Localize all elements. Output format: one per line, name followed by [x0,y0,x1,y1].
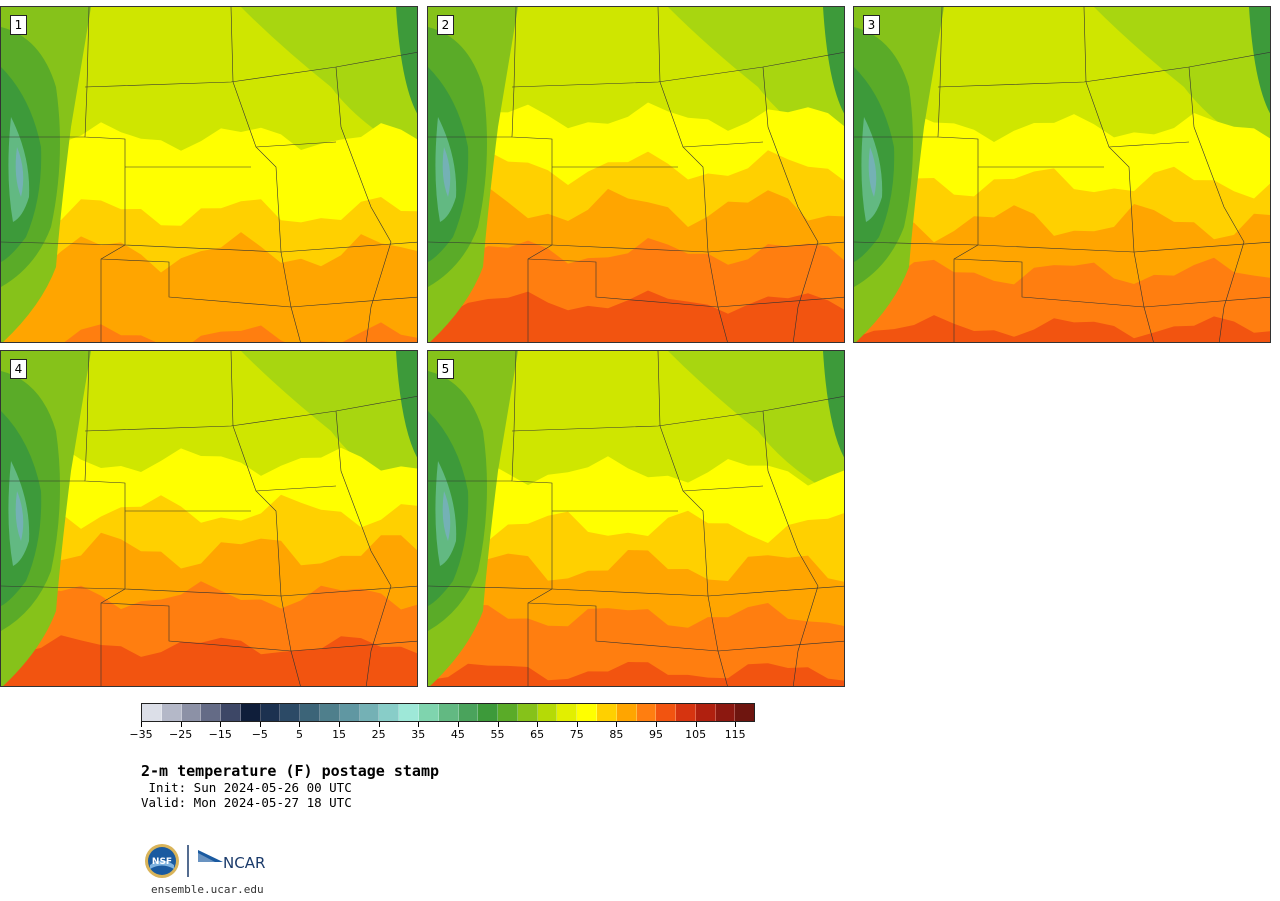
colorbar-tick-label: 65 [530,728,545,741]
colorbar-tick [418,722,420,727]
colorbar-tick [259,722,261,727]
colorbar-swatch [498,704,518,721]
colorbar-tick-label: 55 [490,728,505,741]
colorbar-swatch [616,704,637,721]
member-number-label: 2 [437,15,454,35]
colorbar-swatch [320,704,340,721]
colorbar-tick [299,722,301,727]
member-number-label: 4 [10,359,27,379]
colorbar-tick-label: 115 [724,728,746,741]
colorbar-swatch [676,704,696,721]
colorbar-tick-label: 35 [411,728,426,741]
colorbar-swatch [458,704,479,721]
colorbar-swatch [418,704,439,721]
colorbar-swatch [636,704,657,721]
colorbar-swatch [339,704,360,721]
colorbar-swatch [379,704,400,721]
colorbar-swatch [181,704,202,721]
colorbar-tick-label: 105 [685,728,707,741]
colorbar-tick-label: 5 [295,728,303,741]
temperature-map [854,7,1270,342]
colorbar-swatch [656,704,677,721]
colorbar-tick-label: 15 [332,728,347,741]
temperature-map [428,7,844,342]
colorbar-swatch [438,704,459,721]
colorbar-swatch [695,704,716,721]
nsf-ncar-logo: NSF NCAR [145,844,265,878]
site-url: ensemble.ucar.edu [151,883,264,896]
init-time: Init: Sun 2024-05-26 00 UTC [141,780,352,795]
postage-stamp-panel: 5 [427,350,845,687]
colorbar-swatch [300,704,321,721]
temperature-map [1,7,417,342]
colorbar-swatch [359,704,380,721]
colorbar-swatch [240,704,261,721]
valid-time: Valid: Mon 2024-05-27 18 UTC [141,795,352,810]
colorbar-swatch [260,704,281,721]
colorbar-tick [457,722,459,727]
temperature-map [1,351,417,686]
colorbar-swatch [735,704,755,721]
colorbar-tick-label: 45 [450,728,465,741]
colorbar-tick [735,722,737,727]
colorbar-ticks: −35 −25 −15 −5 5 15 25 35 45 55 65 75 85 95 105 115 [129,722,755,742]
colorbar-swatch [517,704,538,721]
colorbar-tick-label: −25 [169,728,193,741]
colorbar-tick-label: −5 [251,728,268,741]
member-number-label: 3 [863,15,880,35]
ncar-text: NCAR [223,854,265,872]
plot-title: 2-m temperature (F) postage stamp [141,762,440,780]
nsf-seal-icon: NSF [145,844,179,878]
colorbar-tick-label: 75 [569,728,584,741]
temperature-colorbar [141,703,755,722]
colorbar-tick [537,722,539,727]
colorbar-tick-label: −35 [129,728,153,741]
colorbar-swatch [142,704,162,721]
colorbar-tick [220,722,222,727]
colorbar-tick [655,722,657,727]
colorbar-tick [141,722,142,727]
colorbar-tick [339,722,341,727]
ncar-logo-icon: NCAR [198,850,265,872]
colorbar-tick [497,722,499,727]
colorbar-tick-label: −15 [208,728,232,741]
colorbar-tick [616,722,618,727]
colorbar-tick [378,722,380,727]
member-number-label: 5 [437,359,454,379]
postage-stamp-panel: 1 [0,6,418,343]
colorbar-swatch [478,704,499,721]
colorbar-swatch [577,704,597,721]
member-number-label: 1 [10,15,27,35]
colorbar-tick-label: 85 [609,728,624,741]
colorbar-swatch [399,704,419,721]
postage-stamp-panel: 2 [427,6,845,343]
nsf-text: NSF [152,857,172,867]
colorbar-swatch [280,704,301,721]
colorbar-swatch [537,704,558,721]
temperature-map [428,351,844,686]
colorbar-tick-label: 95 [648,728,663,741]
colorbar-tick [180,722,182,727]
colorbar-swatch [715,704,736,721]
colorbar-swatch [596,704,617,721]
colorbar-tick [576,722,578,727]
colorbar-tick [695,722,697,727]
colorbar-swatch [161,704,182,721]
colorbar-tick-label: 25 [371,728,386,741]
postage-stamp-panel: 3 [853,6,1271,343]
colorbar-swatch [201,704,222,721]
colorbar-swatch [557,704,578,721]
colorbar-swatch [221,704,241,721]
postage-stamp-panel: 4 [0,350,418,687]
